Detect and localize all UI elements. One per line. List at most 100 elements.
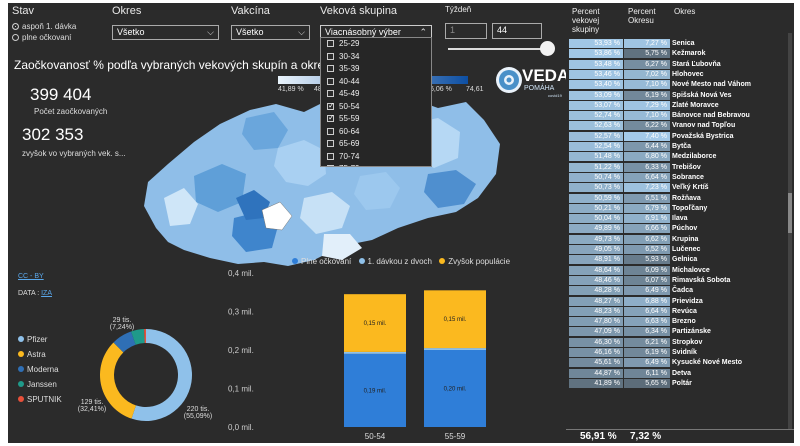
table-row[interactable]: 53,40 % 7,10 % Nové Mesto nad Váhom (566, 80, 794, 90)
age-option-label: 30-34 (339, 51, 360, 61)
checkbox-icon[interactable] (327, 100, 335, 112)
table-row[interactable]: 48,64 % 6,09 % Michalovce (566, 265, 794, 275)
cell-okres: Ilava (672, 215, 688, 223)
cell-percent-group: 53,40 % (569, 80, 623, 90)
table-row[interactable]: 53,46 % 7,02 % Hlohovec (566, 69, 794, 79)
cell-okres: Gelnica (672, 256, 698, 264)
checkbox-icon[interactable] (327, 165, 334, 166)
okres-dropdown[interactable]: Všetko ⌵ (112, 25, 219, 40)
checkbox-icon[interactable] (327, 65, 334, 72)
donut-slice-sputnik[interactable] (144, 329, 146, 344)
table-row[interactable]: 48,46 % 6,07 % Rimavská Sobota (566, 275, 794, 285)
table-row[interactable]: 45,61 % 6,49 % Kysucké Nové Mesto (566, 358, 794, 368)
age-option[interactable]: 35-39 (321, 63, 431, 76)
table-scrollbar[interactable] (788, 33, 792, 429)
age-option[interactable]: 70-74 (321, 151, 431, 164)
checkbox-icon[interactable] (327, 77, 334, 85)
table-row[interactable]: 50,04 % 6,91 % Ilava (566, 214, 794, 224)
scrollbar-thumb[interactable] (788, 193, 792, 233)
table-row[interactable]: 44,87 % 6,11 % Detva (566, 368, 794, 378)
bar-55-59-2[interactable] (424, 290, 486, 349)
age-option[interactable]: 65-69 (321, 138, 431, 151)
week-slider-handle[interactable] (540, 41, 555, 56)
bar-55-59-1[interactable] (424, 348, 486, 350)
age-bar-chart[interactable]: 0,4 mil. 0,3 mil. 0,2 mil. 0,1 mil. 0,0 mil.… (226, 265, 498, 443)
table-row[interactable]: 46,16 % 6,19 % Svidník (566, 348, 794, 357)
radio-first-dose[interactable]: aspoň 1. dávka (12, 22, 76, 31)
vaccine-donut-chart[interactable] (96, 325, 196, 425)
age-group-list[interactable]: 25-29 30-34 35-39 40-44 45-49 50-54 55-59 60-64… (320, 37, 432, 167)
slovakia-map[interactable] (128, 78, 503, 268)
table-row[interactable]: 47,09 % 6,34 % Partizánske (566, 327, 794, 337)
tyzden-min-input[interactable]: 1 (445, 23, 487, 39)
table-row[interactable]: 52,63 % 6,22 % Vranov nad Topľou (566, 121, 794, 131)
x-category-label: 50-54 (365, 432, 386, 441)
donut-slice-astra[interactable] (99, 342, 136, 419)
radio-fully-vaccinated[interactable]: plne očkovaní (12, 33, 71, 42)
table-row[interactable]: 51,48 % 6,80 % Medzilaborce (566, 152, 794, 162)
age-option-label: 60-64 (339, 126, 360, 136)
checkbox-icon[interactable] (327, 152, 334, 160)
checkbox-icon[interactable] (327, 40, 334, 47)
age-option[interactable]: 55-59 (321, 112, 431, 126)
donut-slice-janssen[interactable] (131, 329, 145, 345)
table-row[interactable]: 53,07 % 7,29 % Zlaté Moravce (566, 100, 794, 110)
header-okres[interactable]: Okres (674, 7, 696, 16)
table-row[interactable]: 52,57 % 7,40 % Považská Bystrica (566, 131, 794, 141)
table-row[interactable]: 48,91 % 5,93 % Gelnica (566, 255, 794, 265)
age-option[interactable]: 40-44 (321, 76, 431, 89)
donut-slice-pfizer[interactable] (131, 329, 192, 421)
table-row[interactable]: 52,54 % 6,44 % Bytča (566, 142, 794, 151)
bar-50-54-0[interactable] (344, 353, 406, 427)
table-row[interactable]: 46,30 % 6,21 % Stropkov (566, 337, 794, 347)
table-row[interactable]: 41,89 % 5,65 % Poltár (566, 378, 794, 388)
table-row[interactable]: 50,21 % 6,79 % Topoľčany (566, 203, 794, 213)
checkbox-icon[interactable] (327, 127, 334, 135)
table-row[interactable]: 53,48 % 6,27 % Stará Ľubovňa (566, 59, 794, 69)
cc-by-link[interactable]: CC - BY (18, 273, 44, 280)
age-option[interactable]: 60-64 (321, 126, 431, 139)
table-row[interactable]: 53,93 % 7,27 % Senica (566, 39, 794, 48)
tyzden-max-input[interactable]: 44 (492, 23, 542, 39)
checkbox-icon[interactable] (327, 90, 334, 97)
checkbox-icon[interactable] (327, 52, 334, 60)
table-row[interactable]: 51,22 % 6,33 % Trebišov (566, 162, 794, 172)
bar-50-54-1[interactable] (344, 351, 406, 354)
header-percent-group[interactable]: Percent vekovej skupiny (572, 7, 600, 34)
table-row[interactable]: 49,89 % 6,66 % Púchov (566, 224, 794, 234)
iza-link[interactable]: IZA (41, 290, 52, 297)
table-row[interactable]: 48,27 % 6,88 % Prievidza (566, 296, 794, 306)
age-option[interactable]: 45-49 (321, 88, 431, 101)
table-row[interactable]: 47,80 % 6,63 % Brezno (566, 317, 794, 327)
age-option[interactable]: 30-34 (321, 51, 431, 64)
age-option-label: 55-59 (339, 114, 360, 123)
bar-55-59-0[interactable] (424, 350, 486, 427)
table-row[interactable]: 50,59 % 6,51 % Rožňava (566, 193, 794, 203)
age-option[interactable]: 25-29 (321, 38, 431, 51)
table-row[interactable]: 53,86 % 5,75 % Kežmarok (566, 49, 794, 59)
legend-label: Pfizer (27, 335, 48, 344)
table-row[interactable]: 50,74 % 6,64 % Sobrance (566, 172, 794, 182)
checkbox-icon[interactable] (327, 140, 334, 147)
table-row[interactable]: 49,73 % 6,62 % Krupina (566, 234, 794, 244)
table-row[interactable]: 49,05 % 6,52 % Lučenec (566, 245, 794, 254)
age-option[interactable]: 50-54 (321, 100, 431, 114)
stav-label: Stav (12, 5, 35, 17)
age-option-label: 65-69 (339, 139, 360, 148)
map-title: Zaočkovanosť % podľa vybraných vekových … (14, 58, 337, 72)
vakcina-dropdown[interactable]: Všetko ⌵ (231, 25, 310, 40)
header-percent-okres[interactable]: Percent Okresu (628, 7, 656, 25)
checkbox-icon[interactable] (327, 112, 335, 125)
table-row[interactable]: 53,09 % 6,19 % Spišská Nová Ves (566, 90, 794, 100)
donut-slice-moderna[interactable] (113, 331, 136, 353)
table-row[interactable]: 52,74 % 7,10 % Bánovce nad Bebravou (566, 111, 794, 121)
bar-50-54-2[interactable] (344, 294, 406, 352)
astra-label: 129 tis. (32,41%) (70, 399, 114, 413)
legend-zvysok: Zvyšok populácie (448, 257, 511, 266)
week-slider-track[interactable] (448, 48, 544, 50)
table-row[interactable]: 48,23 % 6,64 % Revúca (566, 306, 794, 316)
age-option[interactable]: 75-79 (321, 163, 431, 166)
table-row[interactable]: 50,73 % 7,23 % Veľký Krtíš (566, 183, 794, 193)
cell-okres: Púchov (672, 225, 698, 233)
table-row[interactable]: 48,28 % 6,49 % Čadca (566, 286, 794, 296)
